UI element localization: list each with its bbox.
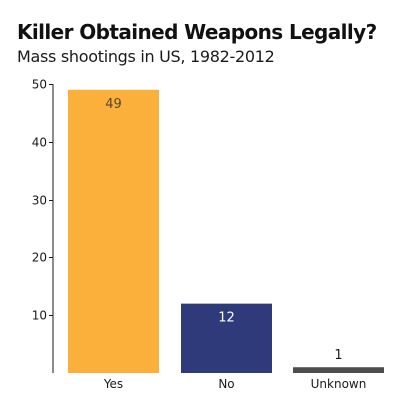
y-tick-label: 50 [32,78,47,92]
bar-unknown [293,367,384,373]
y-tick-label: 30 [32,194,47,208]
category-label: Unknown [311,377,367,391]
data-label: 49 [105,97,122,112]
y-axis: 10 20 30 40 50 [32,78,54,373]
category-label: No [218,377,234,391]
chart-subtitle: Mass shootings in US, 1982-2012 [17,47,275,66]
chart-title: Killer Obtained Weapons Legally? [17,20,377,44]
bar-yes [68,89,159,373]
data-label: 12 [218,311,235,326]
y-tick-label: 10 [32,309,47,323]
labels: 49 Yes 12 No 1 Unknown [103,97,367,391]
y-tick-label: 20 [32,251,47,265]
y-tick-label: 40 [32,136,47,150]
bars [68,89,384,373]
bar-no [181,303,272,373]
data-label: 1 [334,348,342,363]
category-label: Yes [103,377,123,391]
